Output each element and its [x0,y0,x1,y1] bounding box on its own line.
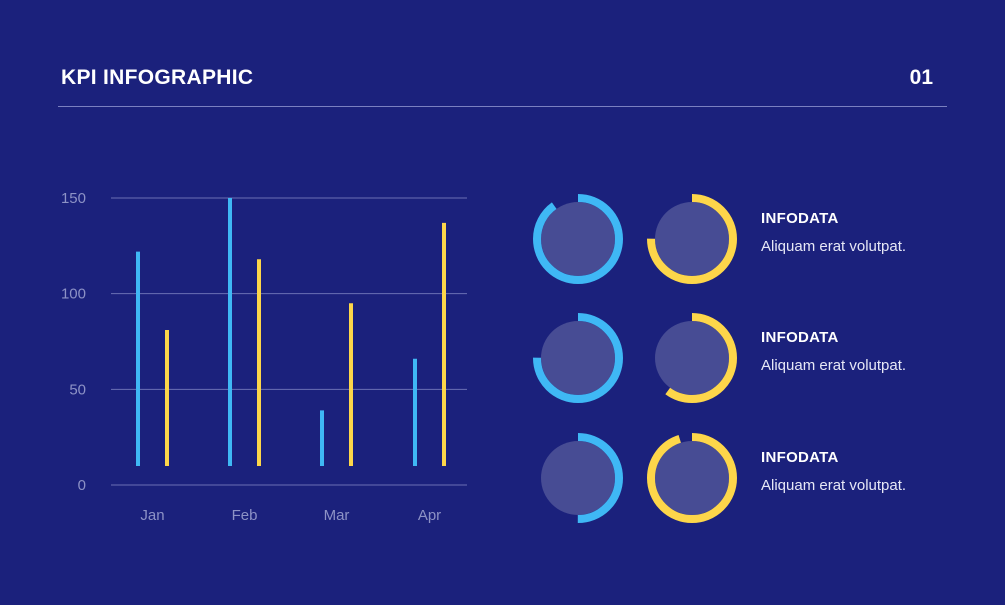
kpi-title: INFODATA [761,329,839,346]
kpi-text-block: INFODATA Aliquam erat volutpat. [761,449,906,494]
x-tick-label: Feb [232,507,258,524]
progress-ring-arc [647,194,737,284]
kpi-text-block: INFODATA Aliquam erat volutpat. [761,329,906,374]
kpi-description: Aliquam erat volutpat. [761,477,907,494]
progress-ring-center [655,202,729,276]
x-tick-label: Mar [324,507,350,524]
progress-ring-center [541,202,615,276]
progress-ring-center [655,441,729,515]
progress-ring-arc [533,313,623,403]
progress-ring-center [655,321,729,395]
progress-ring-center [541,441,615,515]
progress-ring [647,194,737,284]
x-tick-label: Jan [140,507,164,524]
progress-ring [533,433,623,523]
kpi-title: INFODATA [761,210,839,227]
progress-ring [533,313,623,403]
y-tick-label: 100 [61,286,86,303]
y-tick-label: 50 [69,381,86,398]
progress-ring [533,194,623,284]
header-divider [58,106,947,107]
kpi-text-block: INFODATA Aliquam erat volutpat. [761,210,906,255]
x-tick-label: Apr [418,507,441,524]
bar-chart: 150 100 50 0 Jan Feb Mar Apr [61,190,467,524]
progress-ring [647,433,737,523]
y-tick-label: 150 [61,190,86,207]
progress-ring-arc [647,313,737,403]
progress-ring-arc [533,433,623,523]
progress-ring-arc [533,194,623,284]
page-number: 01 [909,66,933,89]
kpi-description: Aliquam erat volutpat. [761,357,907,374]
kpi-description: Aliquam erat volutpat. [761,238,907,255]
progress-ring-arc [647,433,737,523]
kpi-title: INFODATA [761,449,839,466]
progress-ring [647,313,737,403]
page-title: KPI INFOGRAPHIC [61,66,254,89]
y-tick-label: 0 [78,477,86,494]
progress-ring-center [541,321,615,395]
